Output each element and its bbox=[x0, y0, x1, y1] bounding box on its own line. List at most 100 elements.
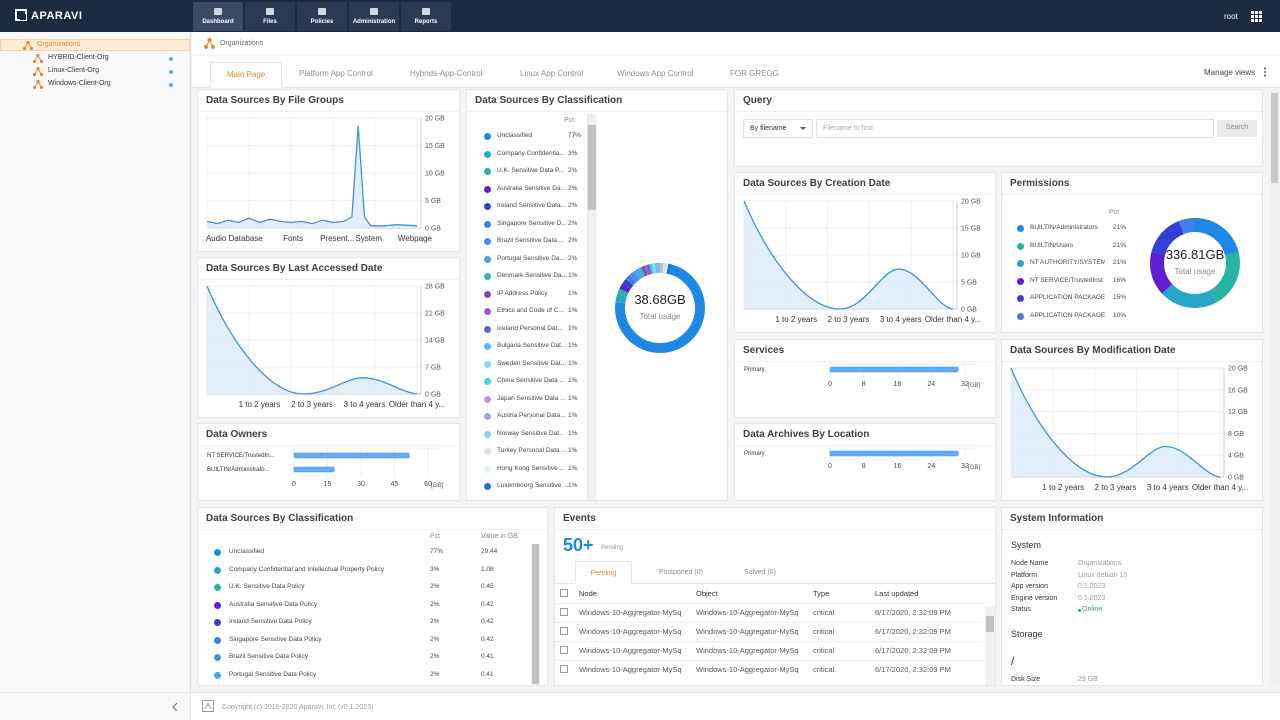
list-scrollbar[interactable] bbox=[587, 114, 597, 500]
legend-dot bbox=[484, 343, 491, 350]
x-tick-label: 24 bbox=[927, 381, 935, 388]
legend-dot bbox=[484, 220, 491, 228]
event-cell: Windows-10-Aggregator-MySq bbox=[696, 627, 799, 636]
tree-item[interactable]: Windows-Client-Org bbox=[0, 79, 190, 91]
checkbox[interactable] bbox=[560, 627, 568, 635]
row-value: 0.42 bbox=[481, 635, 494, 643]
top-bar: APARAVI root bbox=[0, 0, 1280, 32]
event-cell: critical bbox=[813, 665, 835, 674]
manage-views[interactable]: Manage views bbox=[1204, 68, 1256, 77]
field-label: Disk Size bbox=[1011, 676, 1041, 683]
row-value: 0.42 bbox=[481, 600, 494, 608]
row-pct: 77% bbox=[430, 548, 444, 555]
legend-name: BUILTIN/Administrators bbox=[1030, 224, 1098, 231]
nav-label[interactable]: Policies bbox=[310, 19, 334, 25]
event-tab-label[interactable]: Postponed (0) bbox=[659, 569, 703, 576]
area bbox=[207, 125, 417, 228]
checkbox[interactable] bbox=[560, 646, 568, 654]
more-icon[interactable] bbox=[1263, 67, 1267, 77]
view-tab[interactable]: Windows App Control bbox=[617, 62, 693, 88]
nav-button[interactable]: Files bbox=[245, 2, 295, 31]
breadcrumb-bar: Organizations bbox=[192, 32, 1280, 56]
nav-button[interactable]: Policies bbox=[297, 2, 347, 31]
scroll-thumb[interactable] bbox=[1271, 93, 1278, 183]
scroll-thumb[interactable] bbox=[532, 544, 539, 684]
view-tab[interactable]: Main Page bbox=[210, 62, 283, 88]
legend-dot bbox=[1017, 312, 1024, 320]
legend-dot bbox=[484, 360, 491, 368]
event-tab[interactable]: Postponed (0) bbox=[651, 561, 711, 584]
event-tab-label[interactable]: Solved (0) bbox=[744, 569, 776, 576]
bar bbox=[829, 366, 959, 373]
event-tab[interactable]: Pending bbox=[575, 561, 632, 584]
legend-name: Sweden Sensitive Dat... bbox=[497, 359, 567, 367]
view-tab-label[interactable]: Linux App Control bbox=[520, 69, 584, 78]
legend-dot bbox=[214, 601, 221, 609]
filter-select[interactable]: By filename bbox=[743, 119, 813, 138]
scroll-thumb[interactable] bbox=[986, 616, 994, 632]
search-input[interactable]: Filename to find bbox=[816, 119, 1214, 138]
view-tab-label[interactable]: Windows App Control bbox=[617, 69, 694, 78]
nav-button[interactable]: Dashboard bbox=[193, 2, 243, 31]
search-button-label[interactable]: Search bbox=[1225, 124, 1249, 131]
view-tab-label[interactable]: FOR GREGG bbox=[730, 69, 779, 78]
page-scrollbar[interactable] bbox=[1270, 89, 1279, 686]
legend-dot bbox=[484, 483, 491, 490]
apps-icon[interactable] bbox=[1251, 11, 1262, 22]
x-tick-label: System bbox=[355, 234, 382, 243]
row-value: 0.41 bbox=[481, 670, 494, 678]
x-tick-label: 1 to 2 years bbox=[239, 400, 281, 409]
org-icon-line bbox=[34, 81, 42, 88]
row-value: 0.41 bbox=[481, 653, 494, 660]
scroll-thumb[interactable] bbox=[588, 125, 596, 210]
legend-dot bbox=[484, 413, 491, 420]
legend-pct: 1% bbox=[568, 464, 578, 472]
breadcrumb[interactable]: Organizations bbox=[220, 40, 264, 47]
list-scrollbar[interactable] bbox=[985, 606, 995, 685]
column-header: Object bbox=[696, 589, 718, 598]
view-tab-label[interactable]: Platform App Control bbox=[299, 69, 373, 78]
event-tab[interactable]: Solved (0) bbox=[730, 561, 790, 584]
legend-dot bbox=[484, 150, 491, 158]
legend-pct: 21% bbox=[1113, 241, 1127, 249]
search-placeholder[interactable]: Filename to find bbox=[823, 125, 873, 132]
view-tab[interactable]: Hybrids-App-Control bbox=[410, 62, 482, 88]
widget: Data Sources By File Groups 20 GB 15 GB 10 … bbox=[197, 89, 460, 252]
collapse-button[interactable] bbox=[172, 703, 178, 711]
x-tick-label: Older than 4 y... bbox=[925, 315, 981, 324]
widget: Data Sources By Last Accessed Date 28 GB 2… bbox=[197, 257, 460, 418]
view-tab[interactable]: Platform App Control bbox=[299, 62, 373, 88]
view-tab[interactable]: Linux App Control bbox=[520, 62, 583, 88]
user-name[interactable]: root bbox=[1224, 12, 1238, 21]
nav-label[interactable]: Administration bbox=[352, 19, 396, 25]
event-cell: Windows-10-Aggregator-MySq bbox=[696, 608, 799, 617]
x-tick-label: 45 bbox=[391, 481, 399, 488]
checkbox[interactable] bbox=[560, 608, 568, 616]
x-tick-label: Older than 4 y... bbox=[1192, 483, 1248, 492]
checkbox[interactable] bbox=[560, 589, 568, 597]
row-name: Singapore Sensitive Data Policy bbox=[229, 635, 322, 643]
x-tick-label: 2 to 3 years bbox=[828, 315, 870, 324]
view-tab[interactable]: FOR GREGG bbox=[730, 62, 779, 88]
tree-item[interactable]: Linux-Client-Org bbox=[0, 66, 190, 78]
nav-button[interactable]: Reports bbox=[401, 2, 451, 31]
checkbox[interactable] bbox=[560, 665, 568, 673]
widget-title: Data Sources By Modification Date bbox=[1002, 340, 1262, 362]
view-tab-label[interactable]: Main Page bbox=[227, 70, 266, 79]
search-button[interactable]: Search bbox=[1217, 120, 1257, 137]
filter-select-label[interactable]: By filename bbox=[750, 125, 787, 132]
event-tab-label[interactable]: Pending bbox=[590, 570, 617, 577]
nav-label[interactable]: Files bbox=[263, 19, 277, 25]
tree-item[interactable]: HYBRID-Client-Org bbox=[0, 53, 190, 65]
widget-title: Data Owners bbox=[198, 424, 459, 446]
row-value: 29.44 bbox=[481, 548, 498, 555]
tree-root[interactable]: Organizations bbox=[0, 39, 190, 51]
nav-label[interactable]: Dashboard bbox=[202, 19, 234, 25]
y-tick-label: 5 GB bbox=[425, 198, 441, 205]
nav-label[interactable]: Reports bbox=[414, 19, 438, 25]
legend-list: Pct Unclassified 77% Company Confidentia...… bbox=[467, 112, 587, 500]
nav-button[interactable]: Administration bbox=[349, 2, 399, 31]
widget: Data Owners 0 15 30 45 60 [GB] NT SERVICE/Trust… bbox=[197, 423, 460, 501]
chart: 0 8 16 24 32 [GB] Primary bbox=[744, 363, 980, 389]
view-tab-label[interactable]: Hybrids-App-Control bbox=[410, 69, 483, 78]
